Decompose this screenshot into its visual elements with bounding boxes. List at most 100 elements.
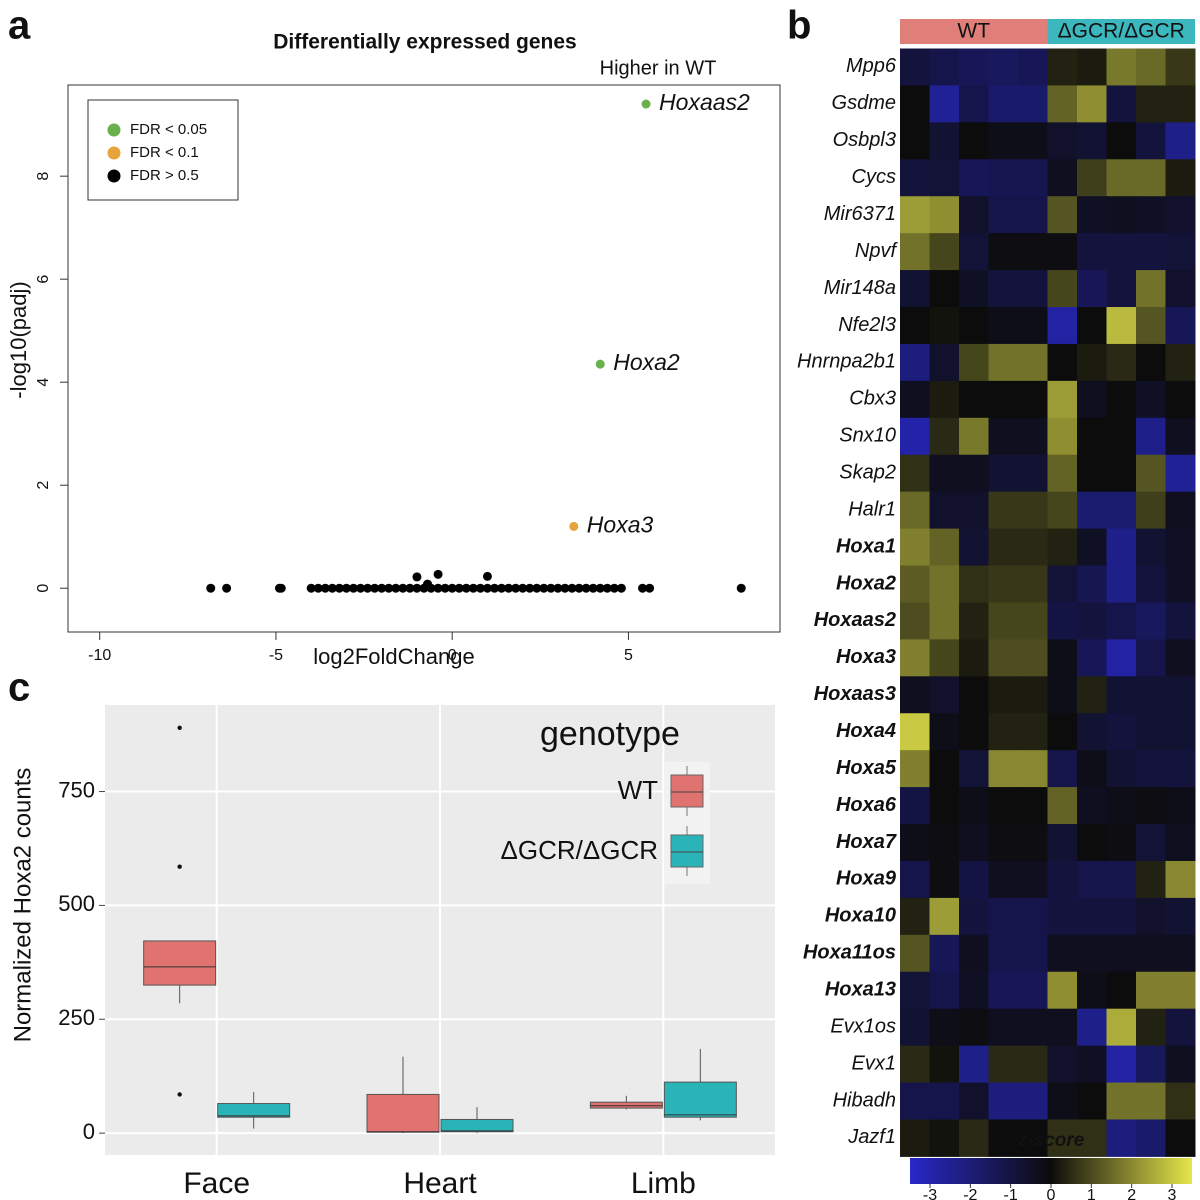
heat-cell	[900, 454, 930, 493]
heat-cell	[900, 787, 930, 825]
legend-title: genotype	[540, 715, 680, 753]
heat-cell	[929, 122, 960, 160]
point	[377, 583, 387, 593]
point	[560, 583, 570, 593]
row-label: Hoxa5	[836, 757, 897, 779]
plot-frame	[67, 84, 781, 633]
point	[447, 583, 457, 593]
heat-cell	[1077, 824, 1107, 862]
heat-cell	[1106, 860, 1137, 899]
point-label: Hoxaas2	[659, 89, 750, 115]
x-tick-label: Face	[183, 1167, 250, 1200]
heat-cell	[1018, 824, 1048, 862]
heat-cell	[1106, 343, 1137, 382]
heat-cell	[1018, 565, 1048, 603]
heat-cell	[1077, 934, 1107, 973]
legend-marker	[107, 123, 121, 137]
point	[370, 583, 380, 593]
point	[616, 583, 626, 593]
heat-cell	[1077, 233, 1107, 271]
heat-cell	[1077, 307, 1107, 345]
heat-cell	[1077, 159, 1107, 197]
heat-cell	[1136, 897, 1166, 936]
heat-cell	[1165, 454, 1196, 493]
heat-cell	[1047, 787, 1078, 825]
legend-label: FDR < 0.05	[130, 121, 207, 138]
heat-cell	[988, 196, 1019, 234]
point	[609, 583, 619, 593]
heat-cell	[900, 713, 930, 751]
heat-cell	[1106, 787, 1137, 825]
heat-cell	[1165, 750, 1196, 788]
heat-cell	[1106, 1008, 1137, 1047]
heat-cell	[1077, 602, 1107, 640]
heat-cell	[959, 565, 989, 603]
heat-cell	[959, 528, 989, 567]
heat-cell	[988, 713, 1019, 751]
heat-cell	[929, 491, 960, 530]
point	[511, 583, 521, 593]
row-label: Hnrnpa2b1	[797, 351, 896, 373]
heat-cell	[1165, 787, 1196, 825]
heat-cell	[900, 159, 930, 197]
heat-cell	[1136, 934, 1166, 973]
box	[589, 1101, 663, 1109]
heat-cell	[1077, 380, 1107, 419]
point	[468, 583, 478, 593]
point	[334, 583, 344, 593]
heat-cell	[1165, 343, 1196, 382]
point	[206, 583, 216, 593]
y-tick-label: 2	[35, 481, 52, 490]
heat-cell	[929, 417, 960, 456]
heat-cell	[988, 343, 1019, 382]
heat-cell	[1106, 85, 1137, 123]
heat-cell	[1136, 565, 1166, 603]
heat-cell	[1047, 897, 1078, 936]
heat-cell	[1077, 750, 1107, 788]
panel-label: a	[8, 4, 31, 48]
point	[504, 583, 514, 593]
row-label: Mpp6	[846, 55, 897, 77]
heat-cell	[1077, 343, 1107, 382]
point	[433, 569, 443, 579]
heat-cell	[1136, 307, 1166, 345]
y-tick-label: 6	[35, 275, 52, 284]
heat-cell	[1047, 639, 1078, 677]
box	[143, 940, 217, 986]
heat-cell	[1047, 528, 1078, 567]
heat-cell	[900, 270, 930, 308]
point	[482, 571, 492, 581]
heat-cell	[988, 971, 1019, 1010]
heat-cell	[1106, 934, 1137, 973]
heat-cell	[1106, 713, 1137, 751]
x-tick-label: Heart	[403, 1167, 477, 1200]
point	[475, 583, 485, 593]
heat-cell	[1106, 676, 1137, 714]
point	[363, 583, 373, 593]
heat-cell	[988, 934, 1019, 973]
point	[567, 583, 577, 593]
heat-cell	[988, 159, 1019, 197]
heat-cell	[1136, 1008, 1166, 1047]
heat-cell	[959, 713, 989, 751]
heat-cell	[1136, 860, 1166, 899]
heat-cell	[1047, 1082, 1078, 1120]
heat-cell	[1047, 824, 1078, 862]
heat-cell	[900, 676, 930, 714]
heat-cell	[1165, 1045, 1196, 1084]
row-label: Snx10	[839, 425, 896, 447]
heat-cell	[929, 85, 960, 123]
heat-cell	[1077, 528, 1107, 567]
heat-cell	[1106, 417, 1137, 456]
heat-cell	[959, 1082, 989, 1120]
heat-cell	[1077, 122, 1107, 160]
heat-cell	[988, 85, 1019, 123]
heat-cell	[959, 824, 989, 862]
heat-cell	[1136, 159, 1166, 197]
heat-cell	[1077, 676, 1107, 714]
point	[440, 583, 450, 593]
point	[539, 583, 549, 593]
heat-cell	[959, 676, 989, 714]
heat-cell	[1047, 417, 1078, 456]
